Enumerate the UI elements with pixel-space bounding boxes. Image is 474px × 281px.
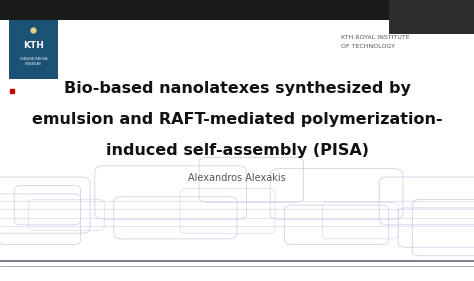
FancyBboxPatch shape bbox=[9, 17, 58, 79]
Text: OF TECHNOLOGY: OF TECHNOLOGY bbox=[341, 44, 395, 49]
Text: Alexandros Alexakis: Alexandros Alexakis bbox=[188, 173, 286, 183]
Text: emulsion and RAFT-mediated polymerization-: emulsion and RAFT-mediated polymerizatio… bbox=[32, 112, 442, 127]
Text: KUNGLIGA TEKNISKA
HÖGSKOLAN: KUNGLIGA TEKNISKA HÖGSKOLAN bbox=[20, 57, 47, 66]
Text: Bio-based nanolatexes synthesized by: Bio-based nanolatexes synthesized by bbox=[64, 81, 410, 96]
Text: KTH: KTH bbox=[23, 41, 44, 50]
Text: KTH ROYAL INSTITUTE: KTH ROYAL INSTITUTE bbox=[341, 35, 410, 40]
FancyBboxPatch shape bbox=[0, 0, 474, 20]
Text: induced self-assembly (PISA): induced self-assembly (PISA) bbox=[106, 143, 368, 158]
FancyBboxPatch shape bbox=[389, 0, 474, 34]
